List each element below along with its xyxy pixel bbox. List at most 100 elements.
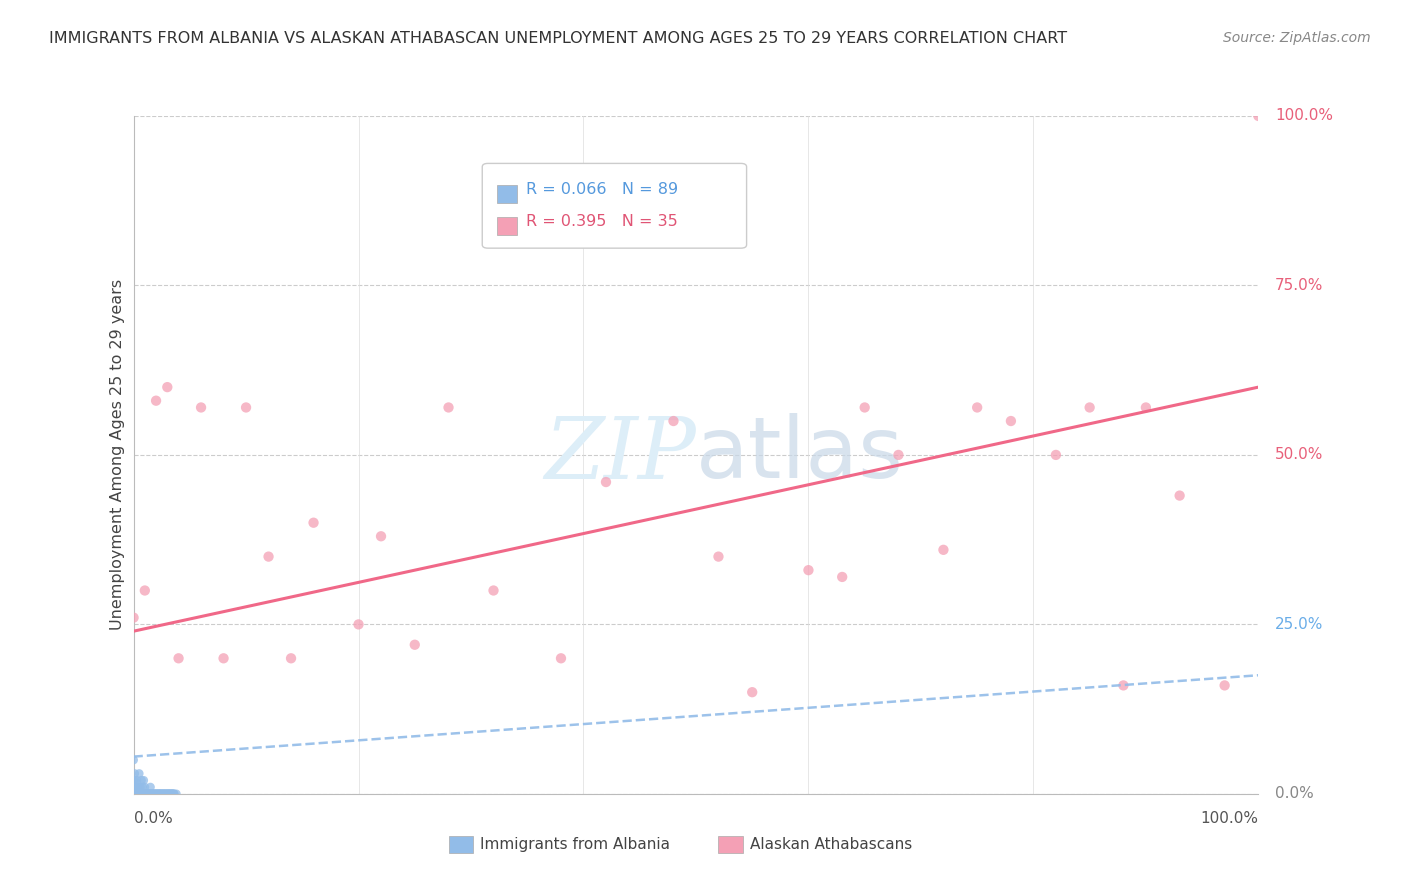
Point <box>156 380 179 394</box>
Point <box>966 401 988 415</box>
Point <box>155 787 177 801</box>
Point <box>741 685 763 699</box>
Point <box>145 787 167 801</box>
Point <box>142 787 165 801</box>
Bar <box>718 836 744 853</box>
Point <box>125 773 148 788</box>
Text: 0.0%: 0.0% <box>1275 787 1315 801</box>
Point <box>134 780 156 794</box>
Point <box>163 787 186 801</box>
Point <box>155 787 177 801</box>
Point <box>165 787 187 801</box>
Point <box>148 787 170 801</box>
Point <box>139 780 162 794</box>
Point <box>149 787 172 801</box>
Point <box>141 787 163 801</box>
Point <box>212 651 235 665</box>
Point <box>122 610 145 624</box>
Point <box>145 787 167 801</box>
Point <box>131 787 153 801</box>
Point <box>131 787 153 801</box>
Point <box>136 787 159 801</box>
Point <box>131 773 153 788</box>
Point <box>150 787 173 801</box>
Point <box>153 787 176 801</box>
Text: Source: ZipAtlas.com: Source: ZipAtlas.com <box>1223 31 1371 45</box>
Point <box>162 787 184 801</box>
Point <box>132 787 155 801</box>
Point <box>135 787 157 801</box>
Text: IMMIGRANTS FROM ALBANIA VS ALASKAN ATHABASCAN UNEMPLOYMENT AMONG AGES 25 TO 29 Y: IMMIGRANTS FROM ALBANIA VS ALASKAN ATHAB… <box>49 31 1067 46</box>
Point <box>124 787 146 801</box>
Point <box>1112 678 1135 692</box>
Point <box>148 787 170 801</box>
Point <box>136 787 159 801</box>
Point <box>145 393 167 408</box>
Point <box>482 583 505 598</box>
Point <box>127 787 149 801</box>
Point <box>141 787 163 801</box>
Point <box>122 753 145 767</box>
Point <box>125 780 148 794</box>
Point <box>1078 401 1101 415</box>
Point <box>1213 678 1236 692</box>
Point <box>125 787 148 801</box>
Point <box>129 787 152 801</box>
Point <box>135 787 157 801</box>
Point <box>347 617 370 632</box>
Point <box>302 516 325 530</box>
Point <box>550 651 572 665</box>
Point <box>932 542 955 557</box>
Point <box>128 787 150 801</box>
Point <box>146 787 169 801</box>
Point <box>131 787 153 801</box>
Point <box>125 787 148 801</box>
Point <box>167 651 190 665</box>
Point <box>235 401 257 415</box>
Text: atlas: atlas <box>696 413 904 497</box>
Point <box>122 787 145 801</box>
Point <box>129 780 152 794</box>
Point <box>149 787 172 801</box>
Point <box>122 780 145 794</box>
Point <box>153 787 176 801</box>
Text: 75.0%: 75.0% <box>1275 278 1323 293</box>
Point <box>159 787 181 801</box>
Point <box>163 787 186 801</box>
Point <box>162 787 184 801</box>
Point <box>131 780 153 794</box>
Point <box>142 787 165 801</box>
Text: 100.0%: 100.0% <box>1201 811 1258 826</box>
Point <box>143 787 166 801</box>
Point <box>404 638 426 652</box>
Point <box>136 787 159 801</box>
Text: 100.0%: 100.0% <box>1275 109 1333 123</box>
Point <box>142 787 165 801</box>
Point <box>156 787 179 801</box>
Point <box>707 549 730 564</box>
Point <box>150 787 173 801</box>
Point <box>142 787 165 801</box>
Point <box>146 787 169 801</box>
Point <box>134 583 156 598</box>
Text: 50.0%: 50.0% <box>1275 448 1323 462</box>
Bar <box>496 217 517 235</box>
Point <box>1045 448 1067 462</box>
FancyBboxPatch shape <box>482 163 747 248</box>
Point <box>159 787 181 801</box>
Point <box>124 766 146 780</box>
Text: 25.0%: 25.0% <box>1275 617 1323 632</box>
Point <box>157 787 180 801</box>
Text: R = 0.395   N = 35: R = 0.395 N = 35 <box>526 213 678 228</box>
Point <box>157 787 180 801</box>
Point <box>125 787 148 801</box>
Point <box>138 787 160 801</box>
Point <box>156 787 179 801</box>
Point <box>131 787 153 801</box>
Point <box>152 787 174 801</box>
Point <box>280 651 302 665</box>
Point <box>1168 489 1191 503</box>
Point <box>139 787 162 801</box>
Point <box>124 787 146 801</box>
Point <box>127 780 149 794</box>
